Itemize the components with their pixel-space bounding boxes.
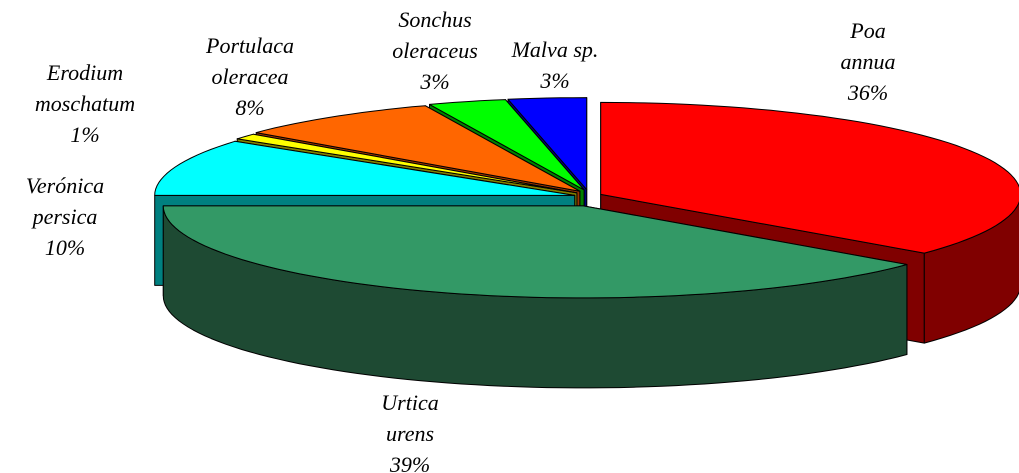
slice-label: Urtica urens [381,390,438,446]
label-line: annua [841,49,896,74]
slice-label: Sonchus oleraceus [392,7,478,63]
label-line: Erodium [46,60,123,85]
slice [600,101,1019,254]
label-line: Sonchus [398,7,471,32]
slice [507,97,588,191]
label-line: persica [31,204,98,229]
slice-value-label: 1% [70,122,99,147]
slice-label: Erodium moschatum [35,60,135,116]
label-line: Malva sp. [511,37,599,62]
slice-value-label: 36% [847,80,888,105]
slice [429,99,585,191]
label-line: oleracea [212,64,289,89]
label-line: Verónica [26,173,104,198]
slice [154,140,576,196]
slice [236,133,578,194]
label-line: oleraceus [392,38,478,63]
slice-value-label: 10% [45,235,85,260]
slice-label: Portulaca oleracea [205,33,294,89]
slice [255,105,581,192]
label-line: Portulaca [205,33,294,58]
label-line: Poa [849,18,885,43]
label-line: moschatum [35,91,135,116]
slice [162,205,908,299]
slice-label: Poa annua [841,18,896,74]
slice-value-label: 3% [539,68,569,93]
slice-value-label: 39% [389,452,430,473]
slice-value-label: 8% [235,95,264,120]
slice-label: Verónica persica [26,173,104,229]
label-line: Urtica [381,390,438,415]
label-line: urens [386,421,434,446]
slice-label: Malva sp. [511,37,599,62]
slice-value-label: 3% [419,69,449,94]
